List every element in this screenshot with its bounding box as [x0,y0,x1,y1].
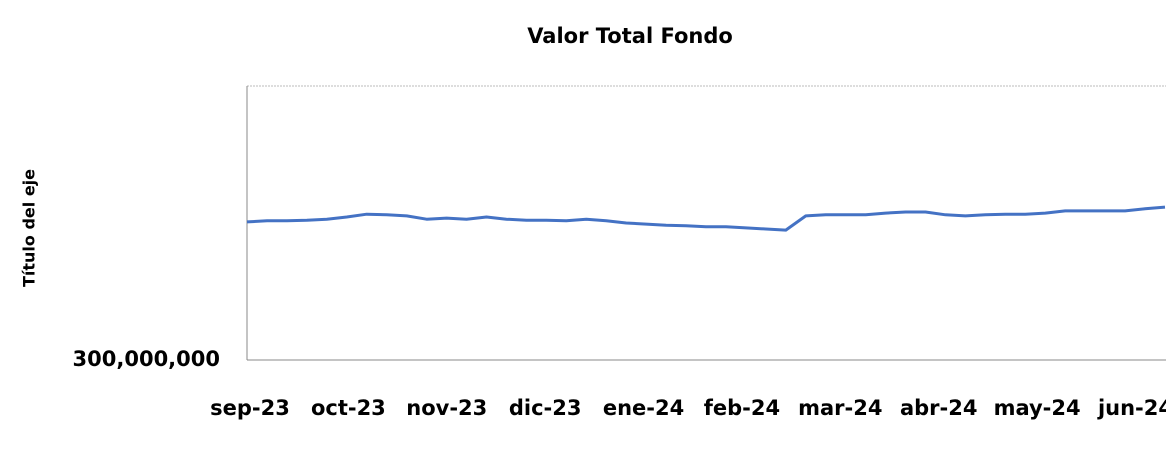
x-tick-label: ene-24 [602,396,685,420]
y-tick-label: 300,000,000 [73,347,220,371]
x-tick-label: nov-23 [406,396,488,420]
x-tick-label: mar-24 [798,396,883,420]
x-tick-label: sep-23 [210,396,290,420]
y-axis-title: Título del eje [20,169,39,287]
x-tick-label: feb-24 [703,396,781,420]
x-tick-label: jun-24 [1097,396,1166,420]
x-tick-label: dic-23 [508,396,582,420]
x-tick-label: abr-24 [899,396,978,420]
series-line [246,205,1166,232]
chart-title: Valor Total Fondo [527,24,733,48]
x-tick-label: oct-23 [310,396,386,420]
x-tick-label: may-24 [993,396,1081,420]
